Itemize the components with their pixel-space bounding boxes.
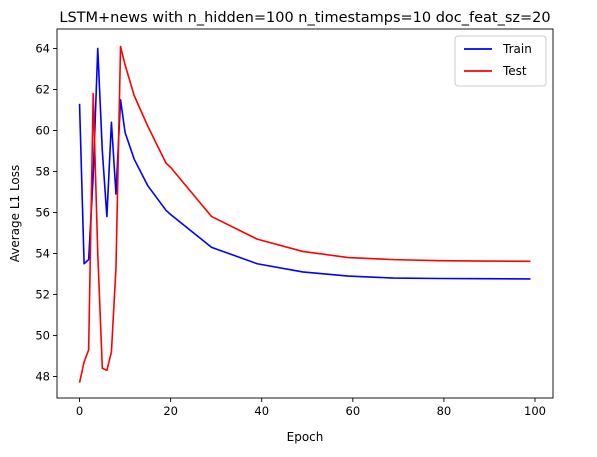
y-tick-label: 56 bbox=[35, 205, 50, 219]
y-tick-label: 60 bbox=[35, 123, 50, 137]
y-tick-label: 50 bbox=[35, 328, 50, 342]
legend: Train Test bbox=[454, 35, 547, 87]
legend-label-test: Test bbox=[502, 64, 527, 78]
axes-frame bbox=[56, 28, 554, 399]
x-tick-label: 0 bbox=[76, 404, 83, 418]
plot-area bbox=[57, 29, 553, 398]
axes-layer: 0 20 40 60 80 100 48 50 52 54 56 58 60 62 64 bbox=[35, 28, 554, 418]
x-tick-label: 40 bbox=[254, 404, 269, 418]
series-line-train bbox=[78, 47, 531, 280]
y-tick-label: 52 bbox=[35, 287, 50, 301]
series-line-test bbox=[78, 45, 531, 383]
y-tick-label: 62 bbox=[35, 82, 50, 96]
chart-title: LSTM+news with n_hidden=100 n_timestamps… bbox=[59, 10, 550, 26]
x-tick-label: 20 bbox=[163, 404, 178, 418]
y-tick-label: 64 bbox=[35, 41, 50, 55]
x-tick-label: 60 bbox=[346, 404, 361, 418]
y-tick-label: 58 bbox=[35, 164, 50, 178]
y-tick-label: 54 bbox=[35, 246, 50, 260]
x-tick-label: 80 bbox=[437, 404, 452, 418]
y-tick-label: 48 bbox=[35, 369, 50, 383]
y-axis-label: Average L1 Loss bbox=[8, 165, 22, 263]
x-tick-label: 100 bbox=[524, 404, 546, 418]
legend-box bbox=[454, 35, 547, 87]
x-axis-label: Epoch bbox=[287, 430, 324, 444]
legend-label-train: Train bbox=[502, 42, 532, 56]
series-layer bbox=[78, 45, 531, 383]
